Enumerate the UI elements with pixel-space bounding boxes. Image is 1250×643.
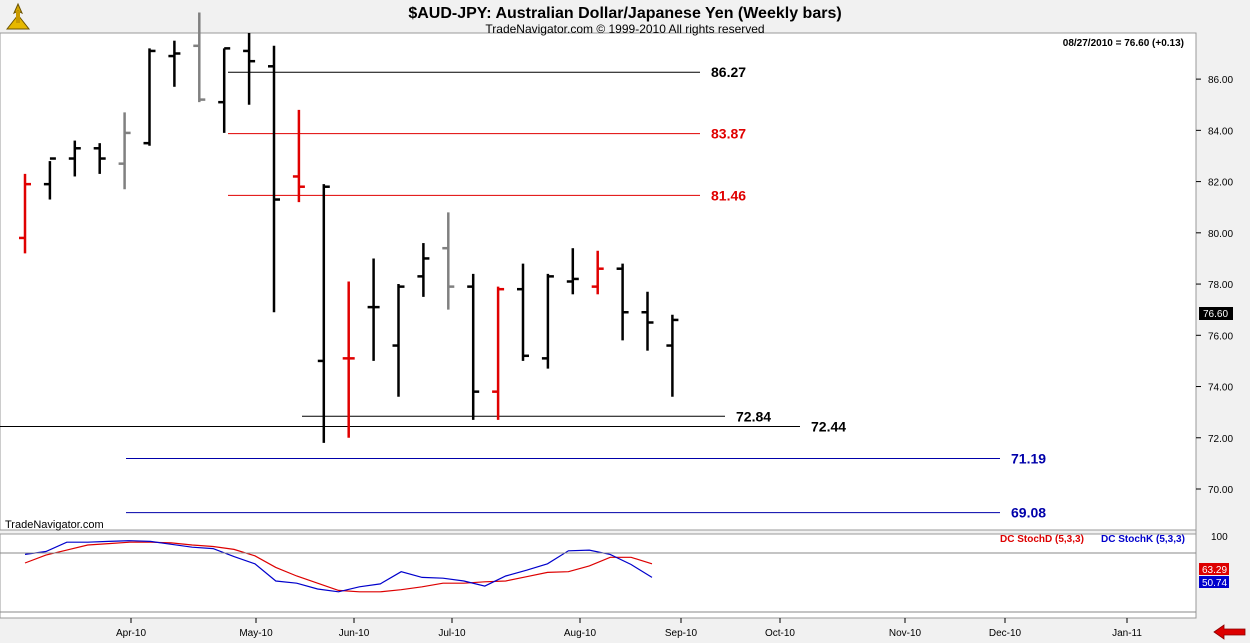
trade-navigator-logo-icon[interactable]: [2, 1, 34, 33]
y-tick-label: 82.00: [1208, 178, 1233, 189]
copyright-text: TradeNavigator.com © 1999-2010 All right…: [485, 22, 764, 36]
ohlc-bar: [367, 258, 380, 361]
ohlc-bar: [467, 273, 480, 420]
y-tick-label: 76.00: [1208, 331, 1233, 342]
ohlc-bar: [541, 273, 554, 369]
ohlc-bar: [566, 248, 579, 295]
stoch-line: [24, 541, 653, 593]
ohlc-bar: [19, 173, 31, 254]
scroll-left-arrow-icon[interactable]: [1212, 624, 1248, 640]
ohlc-bar: [342, 281, 355, 438]
ohlc-bar: [292, 109, 305, 203]
y-tick-label: 80.00: [1208, 229, 1233, 240]
level-label: 81.46: [711, 187, 746, 203]
level-label: 69.08: [1011, 505, 1046, 521]
ohlc-bar: [268, 45, 280, 313]
ohlc-bar: [168, 40, 181, 87]
ohlc-bar: [492, 286, 505, 420]
legend-stoch-k: DC StochK (5,3,3): [1101, 534, 1185, 545]
x-tick-label: Oct-10: [765, 628, 795, 639]
ohlc-bar: [641, 291, 654, 351]
level-label: 83.87: [711, 126, 746, 142]
watermark-text: TradeNavigator.com: [5, 519, 104, 531]
ohlc-bar: [118, 112, 131, 190]
last-price-label: 76.60: [1203, 309, 1228, 320]
y-tick-label: 72.00: [1208, 434, 1233, 445]
stoch-k-last-marker: 50.74: [1199, 576, 1229, 589]
last-quote-text: 08/27/2010 = 76.60 (+0.13): [1063, 38, 1184, 49]
ohlc-bar: [317, 184, 330, 443]
x-tick-label: Jul-10: [438, 628, 466, 639]
y-tick-label: 86.00: [1208, 75, 1233, 86]
ohlc-bar: [442, 212, 455, 310]
y-tick-label: 70.00: [1208, 485, 1233, 496]
stoch-k-last-label: 50.74: [1202, 578, 1227, 589]
x-tick-label: May-10: [239, 628, 273, 639]
last-price-marker: 76.60: [1199, 307, 1233, 320]
ohlc-bar: [392, 284, 405, 397]
ohlc-bar: [193, 12, 206, 103]
price-axis: 70.00 72.00 74.00 76.00 78.00 80.00 82.00 84.00…: [1196, 75, 1233, 496]
price-levels: 86.27 83.87 81.46 72.84 72.44 71.19 69.08: [0, 64, 1046, 521]
ohlc-bar: [616, 263, 629, 341]
level-label: 71.19: [1011, 451, 1046, 467]
ohlc-bar: [43, 157, 56, 200]
level-label: 72.44: [811, 419, 846, 435]
x-tick-label: Jan-11: [1112, 628, 1142, 639]
stoch-d-last-label: 63.29: [1202, 565, 1227, 576]
x-tick-label: Apr-10: [116, 628, 146, 639]
x-tick-label: Aug-10: [564, 628, 597, 639]
ohlc-bar: [218, 47, 231, 133]
x-tick-label: Dec-10: [989, 628, 1022, 639]
level-label: 86.27: [711, 64, 746, 80]
level-label: 72.84: [736, 408, 771, 424]
x-axis: Apr-10 May-10 Jun-10 Jul-10 Aug-10 Sep-10 Oct-…: [116, 618, 1142, 639]
x-tick-label: Sep-10: [665, 628, 698, 639]
stoch-line: [24, 540, 653, 593]
x-tick-label: Nov-10: [889, 628, 922, 639]
ohlc-bar: [143, 48, 156, 146]
ohlc-bar: [591, 250, 604, 295]
stochastic-lines: [24, 540, 653, 593]
ohlc-bar: [68, 140, 81, 177]
stochastic-panel: [0, 533, 1197, 619]
y-tick-label: 74.00: [1208, 383, 1233, 394]
y-tick-label: 78.00: [1208, 280, 1233, 291]
ohlc-bar: [417, 243, 430, 297]
ohlc-bar: [93, 143, 106, 174]
chart-title: $AUD-JPY: Australian Dollar/Japanese Yen…: [408, 5, 841, 22]
ohlc-bar: [666, 314, 679, 397]
ohlc-bars: [19, 12, 679, 443]
stoch-d-last-marker: 63.29: [1199, 563, 1229, 576]
ohlc-bar: [243, 33, 256, 105]
stoch-axis-100: 100: [1211, 532, 1228, 543]
x-tick-label: Jun-10: [339, 628, 370, 639]
y-tick-label: 84.00: [1208, 126, 1233, 137]
legend-stoch-d: DC StochD (5,3,3): [1000, 534, 1084, 545]
ohlc-bar: [517, 263, 529, 361]
